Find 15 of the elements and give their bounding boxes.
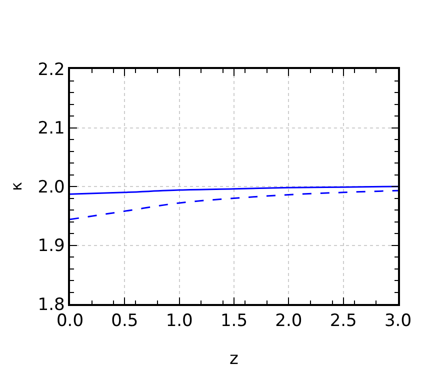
y-tick-label: 2.2 <box>38 60 65 80</box>
line-series <box>70 186 398 195</box>
y-tick-label: 2.0 <box>38 177 65 198</box>
x-tick-label: 2.5 <box>330 311 357 332</box>
x-tick-label: 1.5 <box>220 311 248 332</box>
x-tick-label: 3.0 <box>384 311 412 332</box>
line-series <box>70 190 398 220</box>
x-tick-label: 0.5 <box>111 311 138 332</box>
x-axis-title: z <box>230 349 239 370</box>
y-tick-label: 2.1 <box>38 118 65 139</box>
x-tick-label: 0.0 <box>56 311 84 332</box>
x-tick-label: 1.0 <box>166 311 193 332</box>
y-axis-title: κ <box>8 182 26 191</box>
x-tick-label: 2.0 <box>275 311 302 332</box>
y-tick-label: 1.9 <box>38 236 65 256</box>
